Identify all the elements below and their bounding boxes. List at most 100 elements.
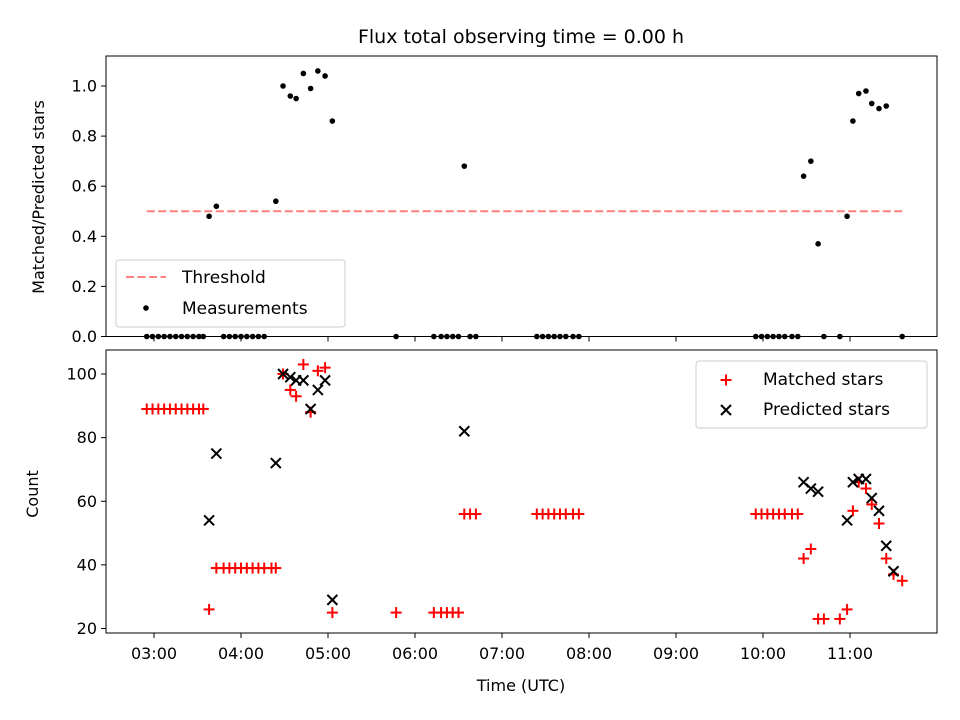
top-y-tick-label: 0.6	[72, 177, 97, 196]
matched-star-point	[284, 384, 296, 396]
measurement-point	[300, 70, 307, 77]
legend-measurements-swatch	[143, 305, 149, 311]
bottom-y-axis-label: Count	[23, 470, 42, 518]
measurement-point	[315, 68, 321, 74]
measurement-point	[844, 213, 850, 220]
legend-predicted-swatch	[720, 404, 732, 416]
measurement-point	[273, 198, 279, 205]
predicted-star-point	[277, 368, 289, 380]
bottom-legend: Matched stars Predicted stars	[695, 360, 928, 429]
top-y-axis-label: Matched/Predicted stars	[29, 100, 48, 294]
predicted-star-point	[304, 403, 317, 415]
predicted-star-point	[270, 457, 282, 469]
bottom-x-tick-label: 06:00	[392, 644, 438, 663]
top-y-tick-label: 0.4	[72, 227, 97, 246]
predicted-star-point	[873, 505, 885, 517]
measurement-point	[280, 83, 286, 89]
predicted-star-point	[458, 425, 471, 437]
top-y-tick-label: 0.8	[72, 127, 97, 146]
matched-star-point	[873, 518, 885, 530]
top-legend: Threshold Measurements	[115, 259, 346, 328]
matched-star-point	[312, 365, 324, 377]
matched-star-point	[841, 603, 853, 615]
predicted-star-point	[866, 492, 878, 504]
legend-measurements-label: Measurements	[182, 299, 308, 319]
matched-star-point	[834, 613, 846, 625]
bottom-y-tick-label: 20	[77, 619, 97, 638]
measurement-point	[329, 118, 336, 124]
matched-star-point	[326, 607, 338, 619]
matched-star-point	[319, 362, 331, 374]
measurement-point	[876, 105, 882, 112]
bottom-x-tick-label: 09:00	[653, 644, 699, 663]
matched-star-point	[847, 505, 859, 517]
legend-matched-swatch	[720, 374, 732, 386]
predicted-star-point	[284, 371, 297, 383]
predicted-star-point	[326, 594, 339, 606]
measurement-point	[863, 88, 869, 94]
predicted-star-point	[319, 374, 331, 387]
legend-matched-label: Matched stars	[763, 370, 883, 390]
measurement-point	[213, 203, 220, 210]
bottom-y-tick-label: 80	[77, 428, 97, 447]
measurement-point	[287, 93, 294, 99]
top-y-tick-label: 0.2	[72, 277, 97, 296]
top-y-tick-label: 0.0	[72, 327, 97, 346]
bottom-y-tick-label: 60	[77, 492, 97, 511]
predicted-star-point	[841, 514, 853, 527]
bottom-x-tick-label: 10:00	[740, 644, 786, 663]
predicted-star-point	[860, 473, 872, 485]
measurement-point	[815, 241, 821, 247]
bottom-y-tick-label: 100	[66, 365, 97, 384]
matched-star-point	[290, 390, 302, 402]
measurement-point	[850, 118, 856, 124]
measurement-point	[206, 213, 212, 220]
legend-predicted-label: Predicted stars	[763, 400, 890, 420]
legend-threshold-label: Threshold	[181, 268, 266, 288]
top-chart-title: Flux total observing time = 0.00 h	[358, 26, 684, 48]
matched-star-point	[818, 613, 830, 625]
measurement-point	[322, 73, 328, 79]
predicted-star-point	[297, 374, 310, 387]
measurement-point	[461, 163, 468, 169]
matched-star-point	[197, 403, 209, 415]
predicted-star-point	[847, 476, 859, 488]
matched-star-point	[390, 607, 402, 619]
measurement-point	[307, 85, 314, 92]
top-axes-frame	[105, 55, 938, 337]
matched-star-point	[896, 575, 908, 587]
matched-star-point	[805, 543, 817, 555]
matched-star-point	[860, 483, 872, 495]
bottom-x-tick-label: 03:00	[131, 644, 177, 663]
measurement-point	[868, 100, 875, 107]
bottom-plot-area: 20 40 60 80 100 03:00 04:00 05:00 06:00 07:00 08:0…	[66, 349, 938, 663]
measurement-point	[800, 173, 807, 179]
top-plot-area: 0.0 0.2 0.4 0.6 0.8 1.0 Threshold Measurements	[72, 55, 938, 346]
bottom-x-axis-label: Time (UTC)	[476, 676, 565, 695]
bottom-x-tick-label: 07:00	[479, 644, 525, 663]
bottom-x-tick-label: 05:00	[305, 644, 351, 663]
matched-star-point	[203, 603, 215, 615]
predicted-star-point	[887, 565, 900, 577]
matched-star-point	[798, 553, 810, 565]
matched-star-point	[866, 498, 878, 510]
matched-star-point	[573, 508, 585, 520]
measurement-point	[883, 103, 890, 109]
matched-star-point	[453, 607, 464, 619]
bottom-x-tick-label: 11:00	[827, 644, 873, 663]
matched-star-point	[297, 358, 309, 370]
predicted-star-point	[312, 384, 324, 396]
predicted-star-point	[805, 482, 817, 495]
top-legend-box	[115, 259, 346, 328]
matched-star-point	[880, 553, 892, 565]
predicted-star-point	[203, 514, 215, 527]
matched-star-point	[792, 508, 804, 520]
bottom-x-tick-label: 04:00	[218, 644, 264, 663]
matched-star-point	[270, 562, 282, 574]
bottom-x-tick-label: 08:00	[566, 644, 612, 663]
measurement-point	[855, 90, 862, 97]
predicted-star-point	[812, 485, 824, 498]
predicted-star-point	[880, 540, 892, 552]
